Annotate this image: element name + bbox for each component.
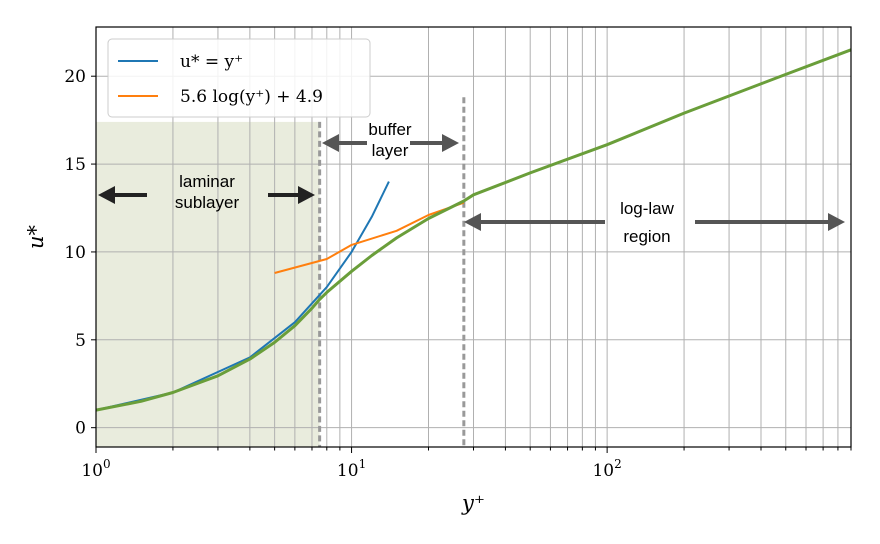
region-labels: laminar sublayer buffer layer log-law region bbox=[175, 120, 675, 246]
x-tick-label: 100 bbox=[81, 457, 110, 481]
laminar-sublayer-shade bbox=[96, 121, 320, 448]
laminar-arrow-left-head bbox=[98, 186, 115, 204]
loglaw-arrow-right-head bbox=[828, 213, 845, 231]
velocity-profile-line bbox=[95, 48, 852, 412]
region-arrows bbox=[98, 134, 845, 231]
legend-entry-loglaw-label: 5.6 log(y⁺) + 4.9 bbox=[180, 87, 323, 107]
y-tick-label: 5 bbox=[75, 331, 86, 351]
series-lines bbox=[95, 48, 852, 412]
axis-ticks: 0 5 10 15 20 100 101 102 bbox=[64, 67, 852, 481]
laminar-arrow-right-head bbox=[298, 186, 315, 204]
laminar-sublayer-label-line-2: sublayer bbox=[175, 193, 240, 212]
x-tick-label: 101 bbox=[337, 457, 366, 481]
y-axis-label: u* bbox=[24, 224, 48, 249]
buffer-layer-label-line-1: buffer bbox=[368, 120, 412, 139]
loglaw-series-line bbox=[274, 201, 465, 274]
x-tick-label: 102 bbox=[592, 457, 621, 481]
y-tick-label: 0 bbox=[75, 419, 86, 439]
y-tick-label: 20 bbox=[64, 67, 86, 87]
loglaw-arrow-left-head bbox=[464, 213, 481, 231]
x-axis-label: y⁺ bbox=[461, 491, 485, 515]
log-law-region-label-line-2: region bbox=[623, 227, 670, 246]
buffer-layer-label-line-2: layer bbox=[372, 141, 409, 160]
buffer-arrow-left-head bbox=[322, 134, 339, 152]
region-boundaries bbox=[318, 97, 466, 447]
buffer-arrow-right-head bbox=[442, 134, 459, 152]
log-law-region-label-line-1: log-law bbox=[620, 199, 675, 218]
laminar-sublayer-label-line-1: laminar bbox=[179, 172, 235, 191]
legend-entry-linear-label: u* = y⁺ bbox=[180, 52, 243, 72]
legend: u* = y⁺ 5.6 log(y⁺) + 4.9 bbox=[107, 38, 371, 118]
y-tick-label: 10 bbox=[64, 243, 86, 263]
y-tick-label: 15 bbox=[64, 155, 86, 175]
legend-box bbox=[107, 38, 371, 118]
